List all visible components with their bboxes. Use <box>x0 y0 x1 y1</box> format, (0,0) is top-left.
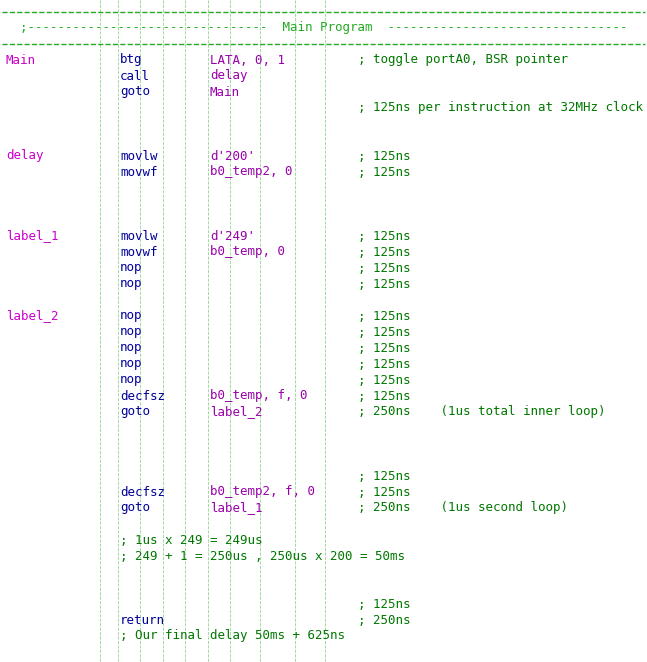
Text: movwf: movwf <box>120 246 157 258</box>
Text: movwf: movwf <box>120 166 157 179</box>
Text: ; 125ns: ; 125ns <box>358 230 410 242</box>
Text: label_1: label_1 <box>210 502 263 514</box>
Text: goto: goto <box>120 502 150 514</box>
Text: ; 250ns    (1us second loop): ; 250ns (1us second loop) <box>358 502 568 514</box>
Text: movlw: movlw <box>120 230 157 242</box>
Text: return: return <box>120 614 165 626</box>
Text: b0_temp, 0: b0_temp, 0 <box>210 246 285 258</box>
Text: ; 125ns: ; 125ns <box>358 150 410 162</box>
Text: ; 250ns    (1us total inner loop): ; 250ns (1us total inner loop) <box>358 406 606 418</box>
Text: goto: goto <box>120 85 150 99</box>
Text: ; 125ns: ; 125ns <box>358 598 410 610</box>
Text: delay: delay <box>6 150 43 162</box>
Text: nop: nop <box>120 326 142 338</box>
Text: label_2: label_2 <box>6 310 58 322</box>
Text: Main: Main <box>210 85 240 99</box>
Text: nop: nop <box>120 310 142 322</box>
Text: call: call <box>120 70 150 83</box>
Text: ;--------------------------------  Main Program  -------------------------------: ;-------------------------------- Main P… <box>20 21 627 34</box>
Text: ; 125ns: ; 125ns <box>358 277 410 291</box>
Text: ; 250ns: ; 250ns <box>358 614 410 626</box>
Text: ; 125ns: ; 125ns <box>358 342 410 354</box>
Text: ; 125ns: ; 125ns <box>358 326 410 338</box>
Text: nop: nop <box>120 373 142 387</box>
Text: ; 125ns: ; 125ns <box>358 310 410 322</box>
Text: ; 125ns: ; 125ns <box>358 261 410 275</box>
Text: nop: nop <box>120 342 142 354</box>
Text: decfsz: decfsz <box>120 389 165 402</box>
Text: ; 125ns: ; 125ns <box>358 469 410 483</box>
Text: ; Our final delay 50ms + 625ns: ; Our final delay 50ms + 625ns <box>120 630 345 643</box>
Text: delay: delay <box>210 70 248 83</box>
Text: label_2: label_2 <box>210 406 263 418</box>
Text: b0_temp, f, 0: b0_temp, f, 0 <box>210 389 307 402</box>
Text: nop: nop <box>120 261 142 275</box>
Text: ; 125ns: ; 125ns <box>358 246 410 258</box>
Text: label_1: label_1 <box>6 230 58 242</box>
Text: ; 125ns: ; 125ns <box>358 485 410 498</box>
Text: nop: nop <box>120 277 142 291</box>
Text: ; 1us x 249 = 249us: ; 1us x 249 = 249us <box>120 534 263 547</box>
Text: ; 249 + 1 = 250us , 250us x 200 = 50ms: ; 249 + 1 = 250us , 250us x 200 = 50ms <box>120 549 405 563</box>
Text: Main: Main <box>6 54 36 66</box>
Text: b0_temp2, f, 0: b0_temp2, f, 0 <box>210 485 315 498</box>
Text: b0_temp2, 0: b0_temp2, 0 <box>210 166 292 179</box>
Text: nop: nop <box>120 357 142 371</box>
Text: ; 125ns: ; 125ns <box>358 373 410 387</box>
Text: decfsz: decfsz <box>120 485 165 498</box>
Text: ; 125ns: ; 125ns <box>358 166 410 179</box>
Text: LATA, 0, 1: LATA, 0, 1 <box>210 54 285 66</box>
Text: btg: btg <box>120 54 142 66</box>
Text: ; 125ns per instruction at 32MHz clock: ; 125ns per instruction at 32MHz clock <box>358 101 643 115</box>
Text: ; toggle portA0, BSR pointer: ; toggle portA0, BSR pointer <box>358 54 568 66</box>
Text: goto: goto <box>120 406 150 418</box>
Text: ; 125ns: ; 125ns <box>358 357 410 371</box>
Text: d'249': d'249' <box>210 230 255 242</box>
Text: d'200': d'200' <box>210 150 255 162</box>
Text: movlw: movlw <box>120 150 157 162</box>
Text: ; 125ns: ; 125ns <box>358 389 410 402</box>
